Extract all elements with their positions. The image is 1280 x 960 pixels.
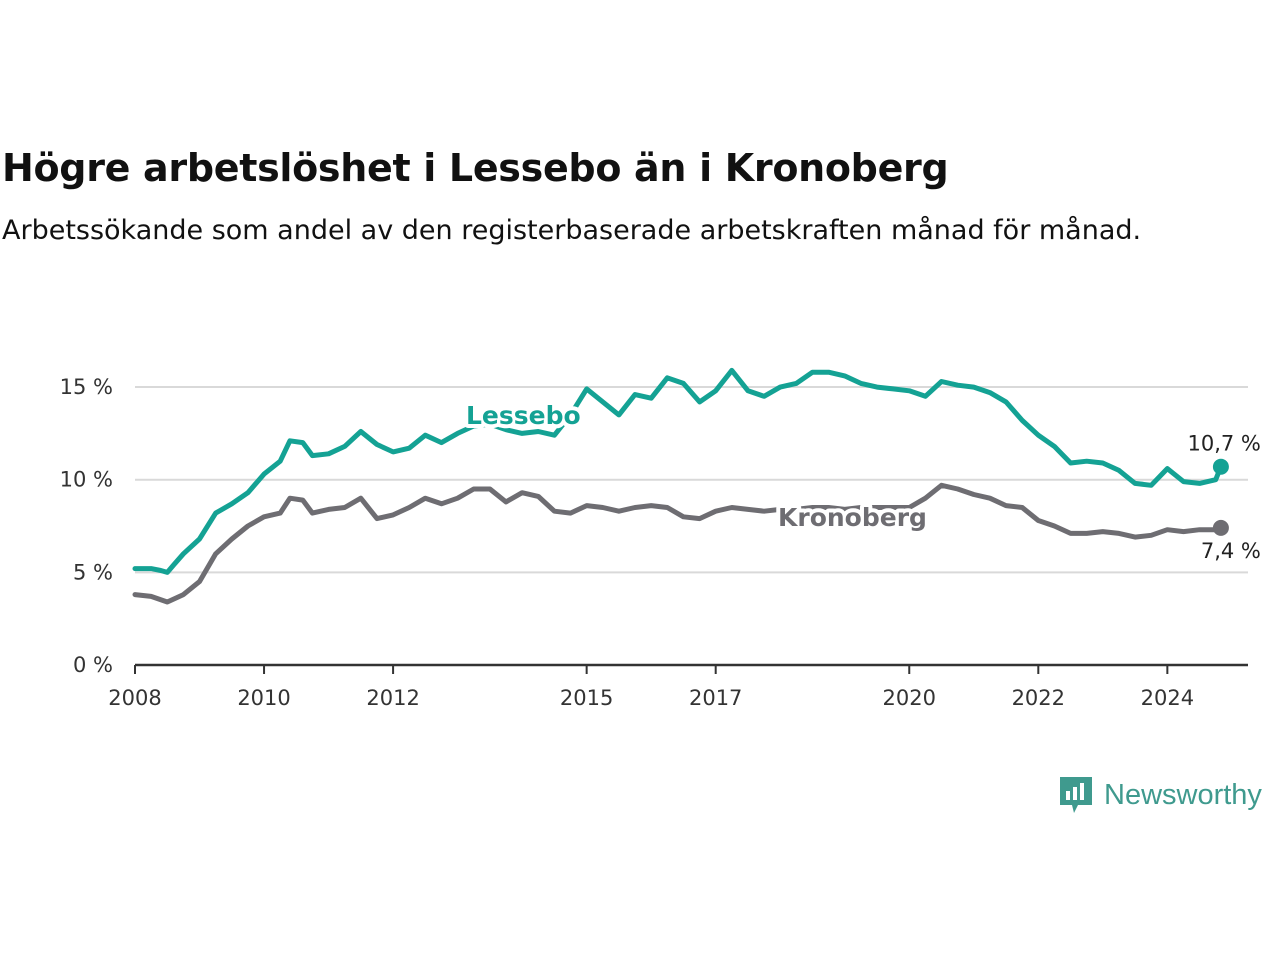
x-tick-label: 2010 [237, 686, 290, 710]
lessebo-series-label: Lessebo [466, 401, 581, 430]
lessebo-end-marker [1212, 458, 1229, 475]
y-tick-label: 10 % [60, 468, 113, 492]
y-tick-label: 15 % [60, 375, 113, 399]
y-tick-label: 5 % [73, 560, 113, 584]
axis-layer: 0 % 5 % 10 % 15 % 2008 2010 2012 2015 2017 2020 20… [60, 375, 1248, 710]
brand-name: Newsworthy [1104, 778, 1262, 811]
newsworthy-logo-icon [1060, 777, 1092, 813]
kronoberg-end-value: 7,4 % [1201, 539, 1261, 563]
kronoberg-end-marker [1212, 519, 1229, 536]
chart-subtitle: Arbetssökande som andel av den registerb… [2, 215, 1142, 246]
series-layer [132, 367, 1229, 605]
lessebo-end-value: 10,7 % [1188, 432, 1261, 456]
kronoberg-series-label: Kronoberg [778, 503, 927, 532]
x-tick-label: 2017 [689, 686, 742, 710]
x-tick-label: 2024 [1141, 686, 1194, 710]
x-tick-label: 2020 [883, 686, 936, 710]
chart-title: Högre arbetslöshet i Lessebo än i Kronob… [2, 146, 949, 190]
label-layer: Lessebo 10,7 % Kronoberg 7,4 % [462, 397, 1264, 566]
x-tick-label: 2015 [560, 686, 613, 710]
y-tick-label: 0 % [73, 653, 113, 677]
kronoberg-line [132, 482, 1224, 605]
lessebo-line [132, 367, 1224, 575]
x-tick-label: 2008 [108, 686, 161, 710]
x-tick-label: 2022 [1012, 686, 1065, 710]
x-tick-label: 2012 [366, 686, 419, 710]
newsworthy-brand: Newsworthy [1058, 772, 1262, 818]
grid-layer [135, 386, 1248, 574]
